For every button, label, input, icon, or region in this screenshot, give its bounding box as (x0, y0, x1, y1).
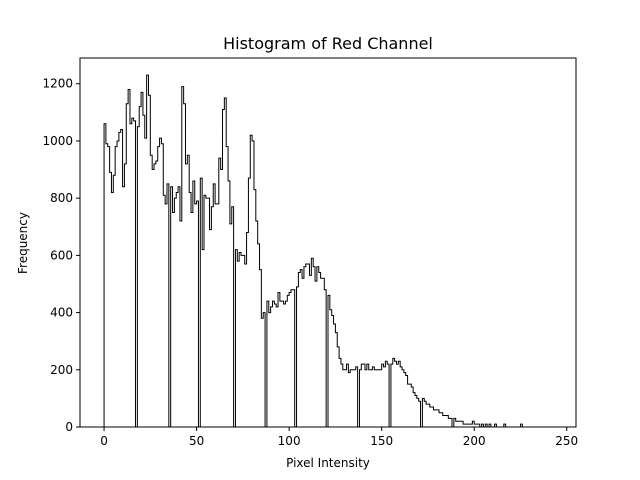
y-tick-label: 1200 (42, 77, 73, 91)
x-tick-label: 0 (100, 434, 108, 448)
y-axis-label: Frequency (16, 212, 30, 274)
x-axis-label: Pixel Intensity (286, 456, 370, 470)
y-tick-label: 600 (50, 248, 73, 262)
chart-title: Histogram of Red Channel (223, 34, 433, 53)
y-tick-label: 800 (50, 191, 73, 205)
plot-area-frame (79, 57, 577, 428)
x-tick-label: 150 (370, 434, 393, 448)
x-tick-label: 100 (278, 434, 301, 448)
y-tick-label: 400 (50, 306, 73, 320)
y-tick-label: 1000 (42, 134, 73, 148)
y-tick-label: 200 (50, 363, 73, 377)
x-axis: 0 50 100 150 200 250 (100, 427, 578, 448)
histogram-series-line (103, 74, 552, 428)
y-axis: 0 200 400 600 800 1000 1200 (42, 77, 80, 434)
x-tick-label: 50 (189, 434, 204, 448)
x-tick-label: 250 (555, 434, 578, 448)
y-tick-label: 0 (65, 420, 73, 434)
x-tick-label: 200 (463, 434, 486, 448)
